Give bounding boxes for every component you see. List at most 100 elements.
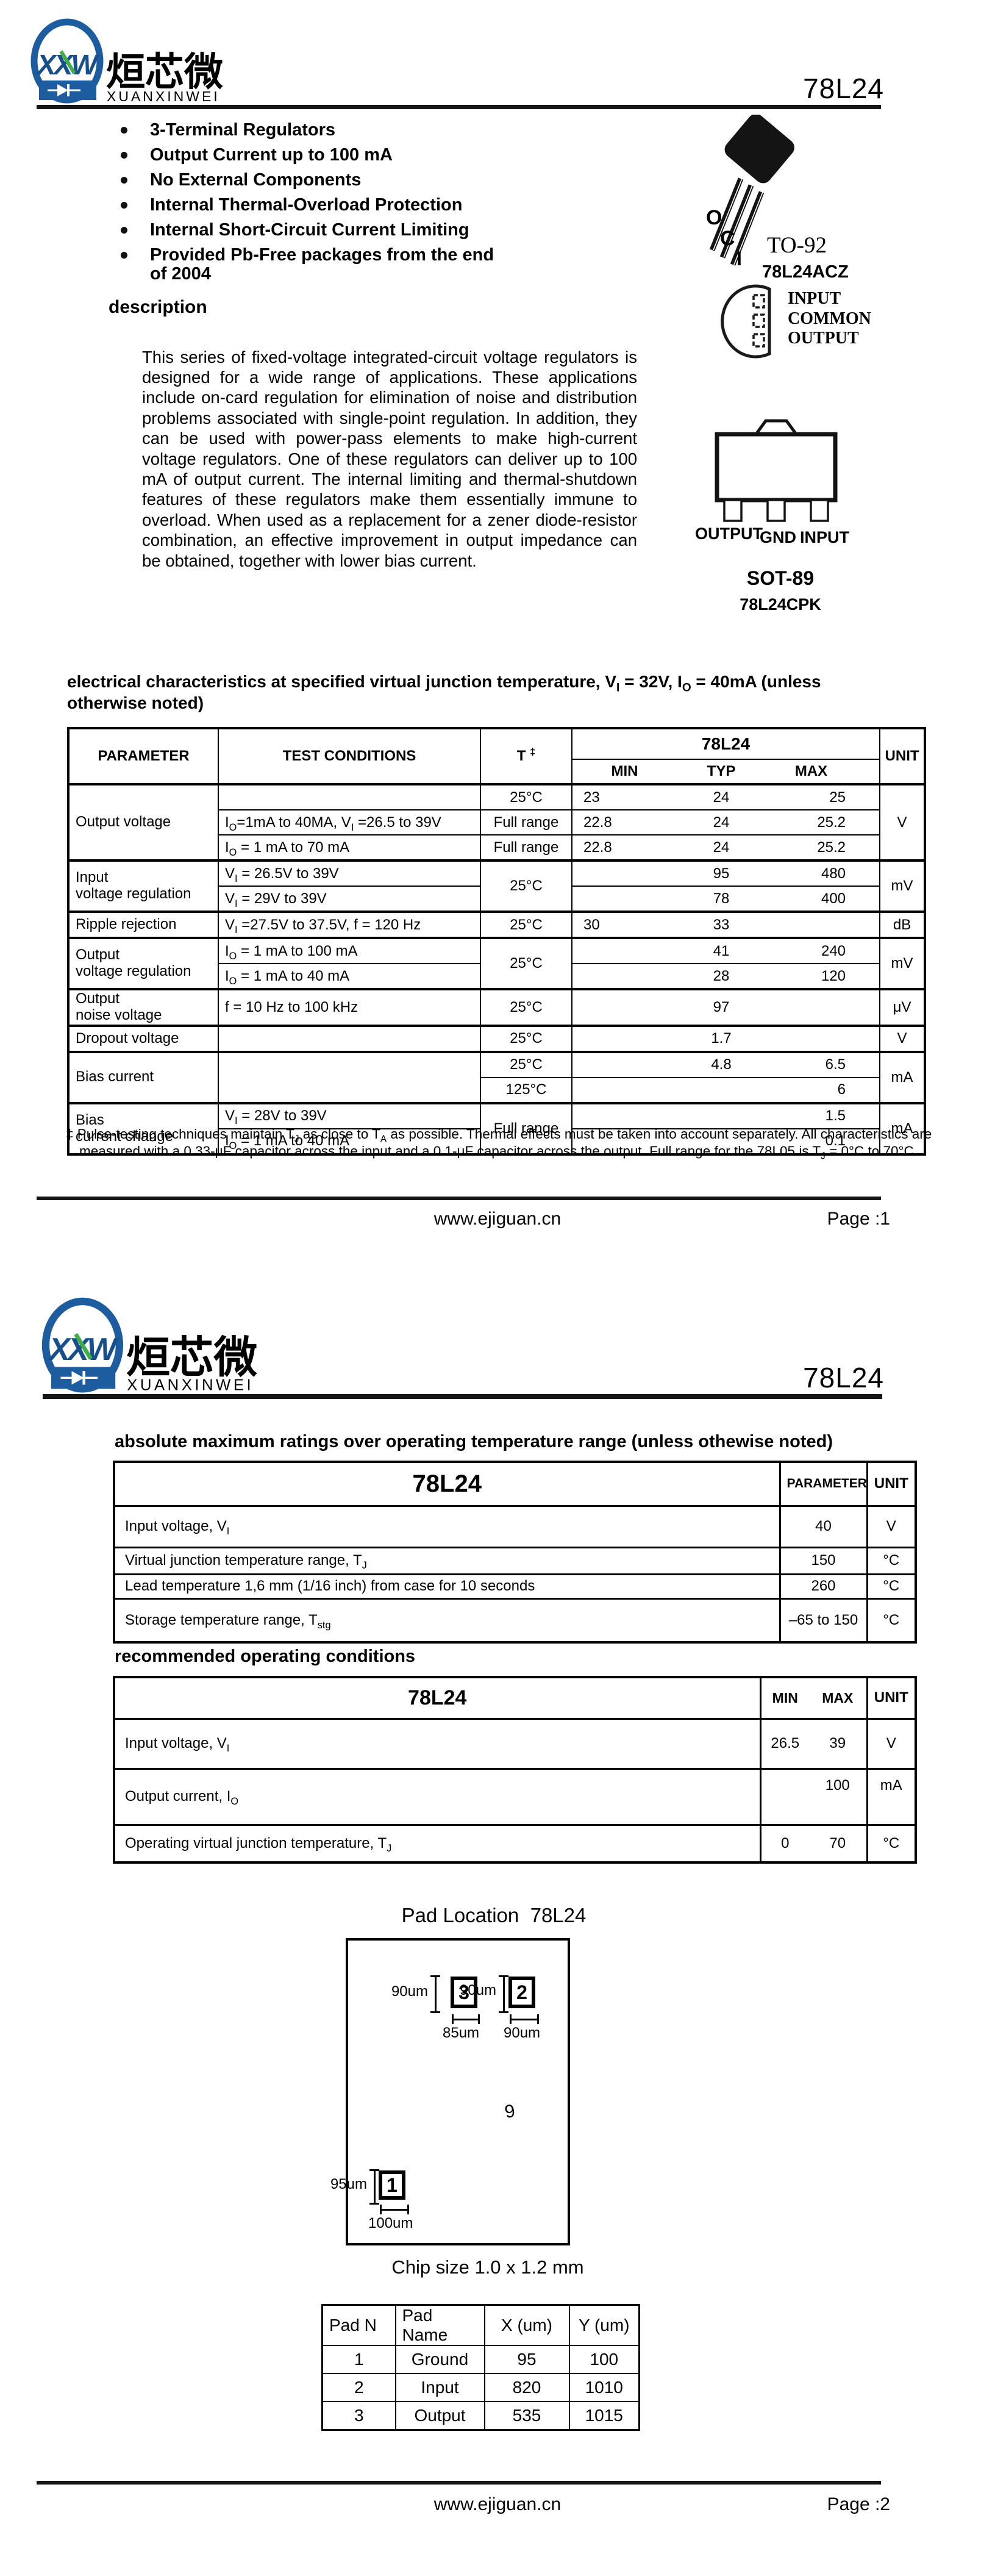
feature-label: 3-Terminal Regulators xyxy=(150,120,336,140)
param-cell: Output voltage xyxy=(68,783,219,861)
temp-cell: 125°C xyxy=(480,1076,572,1104)
param-cell: Dropout voltage xyxy=(68,1024,219,1053)
pad-col-header: Y (um) xyxy=(568,2304,640,2346)
rec-op-table: 78L24 MIN MAX UNIT Input voltage, VI 26.… xyxy=(113,1676,917,1864)
dimension-line xyxy=(380,2205,409,2214)
abs-unit-cell: °C xyxy=(866,1546,917,1575)
header-divider xyxy=(43,1394,882,1399)
temp-cell: 25°C xyxy=(480,1050,572,1078)
abs-unit-cell: °C xyxy=(866,1597,917,1644)
min-cell xyxy=(571,859,669,887)
pad-y-cell: 100 xyxy=(568,2345,640,2374)
rec-unit-cell: mA xyxy=(866,1767,917,1826)
rec-part-header: 78L24 xyxy=(113,1676,761,1720)
pad1-height-label: 95um xyxy=(330,2176,367,2192)
feature-item: 3-Terminal Regulators xyxy=(121,121,496,140)
cond-cell: VI = 29V to 39V xyxy=(218,886,481,912)
rec-min-cell xyxy=(759,1767,809,1826)
cond-cell xyxy=(218,1024,481,1053)
footer-page-number: Page :2 xyxy=(827,2494,890,2514)
col-typ-header: TYP xyxy=(669,759,773,785)
min-cell: 22.8 xyxy=(571,809,669,835)
abs-label-cell: Virtual junction temperature range, TJ xyxy=(113,1546,781,1575)
chip-size-caption: Chip size 1.0 x 1.2 mm xyxy=(391,2256,584,2278)
sot89-lead-label-input: INPUT xyxy=(800,528,849,546)
typ-cell: 97 xyxy=(669,988,773,1026)
rec-min-cell: 0 xyxy=(759,1823,809,1864)
cond-cell xyxy=(218,1050,481,1104)
table-row: 3 Output 535 1015 xyxy=(321,2401,640,2431)
temp-cell: 25°C xyxy=(480,911,572,939)
pad-y-cell: 1015 xyxy=(568,2401,640,2431)
to92-pin-label-i: I xyxy=(736,248,742,270)
footer-url: www.ejiguan.cn xyxy=(433,2494,562,2514)
rec-label-cell: Output current, IO xyxy=(113,1767,761,1826)
bullet-icon xyxy=(121,152,127,159)
bullet-icon xyxy=(121,177,127,184)
logo-cn-text: 烜芯微 xyxy=(106,50,223,94)
unit-cell: μV xyxy=(879,988,926,1026)
unit-cell: V xyxy=(879,783,926,861)
cond-cell: VI =27.5V to 37.5V, f = 120 Hz xyxy=(218,911,481,939)
abs-max-table: 78L24 PARAMETER UNIT Input voltage, VI 4… xyxy=(113,1461,917,1644)
table-row: 2 Input 820 1010 xyxy=(321,2373,640,2402)
header-divider xyxy=(37,105,881,109)
temp-cell: 25°C xyxy=(480,859,572,912)
max-cell: 25.2 xyxy=(773,834,881,861)
abs-unit-cell: V xyxy=(866,1504,917,1548)
description-paragraph: This series of fixed-voltage integrated-… xyxy=(142,347,637,570)
sot89-package-image xyxy=(715,419,838,522)
pad-name-cell: Output xyxy=(394,2401,485,2431)
pad-table: Pad N Pad Name X (um) Y (um) 1 Ground 95… xyxy=(321,2304,640,2431)
temp-cell: 25°C xyxy=(480,937,572,990)
elec-footnote: ‡ Pulse-testing techniques maintain TJ a… xyxy=(66,1126,932,1162)
bullet-icon xyxy=(121,252,127,259)
diode-icon xyxy=(60,1371,98,1385)
min-cell xyxy=(571,1024,669,1053)
footer-divider xyxy=(37,1197,881,1200)
cond-cell: f = 10 Hz to 100 kHz xyxy=(218,988,481,1026)
rec-unit-header: UNIT xyxy=(866,1676,917,1720)
pad-x-cell: 95 xyxy=(483,2345,570,2374)
sot89-device-name: 78L24CPK xyxy=(740,595,821,614)
temp-cell: Full range xyxy=(480,1101,572,1155)
logo-cn-text: 烜芯微 xyxy=(126,1333,257,1382)
rec-unit-cell: °C xyxy=(866,1823,917,1864)
typ-cell: 24 xyxy=(669,783,773,810)
table-row: 1 Ground 95 100 xyxy=(321,2345,640,2374)
footer-divider xyxy=(37,2481,881,2485)
max-cell: 240 xyxy=(773,937,881,964)
pad3-height-label: 90um xyxy=(391,1983,428,2000)
col-max-header: MAX xyxy=(773,759,881,785)
unit-cell: mV xyxy=(879,859,926,912)
brand-logo: XXW 烜芯微 XUANXINWEI xyxy=(41,1297,257,1394)
unit-cell: mV xyxy=(879,937,926,990)
to92-pinout-labels: INPUT COMMON OUTPUT xyxy=(788,289,871,349)
part-number: 78L24 xyxy=(803,73,884,104)
pad-col-header: X (um) xyxy=(483,2304,570,2346)
cond-cell: IO = 1 mA to 70 mA xyxy=(218,834,481,861)
footer-url: www.ejiguan.cn xyxy=(433,1209,562,1229)
param-cell: Ripple rejection xyxy=(68,911,219,939)
rec-label-cell: Input voltage, VI xyxy=(113,1717,761,1770)
pad-number-cell: 3 xyxy=(321,2401,396,2431)
typ-cell: 4.8 xyxy=(669,1050,773,1078)
typ-cell xyxy=(669,1128,773,1155)
cond-cell: VI = 26.5V to 39V xyxy=(218,859,481,887)
min-cell xyxy=(571,886,669,912)
rec-max-cell: 100 xyxy=(809,1767,868,1826)
max-cell: 0.1 xyxy=(773,1128,881,1155)
cond-cell: IO = 1 mA to 40 mA xyxy=(218,1128,481,1155)
col-conditions-header: TEST CONDITIONS xyxy=(218,728,481,785)
to92-package-name: TO-92 xyxy=(767,233,827,258)
dimension-line xyxy=(452,2014,480,2024)
col-temp-header: T ‡ xyxy=(480,728,572,785)
param-cell: Bias current xyxy=(68,1050,219,1104)
to92-pin-label-c: C xyxy=(720,227,735,250)
pinout-pad-icon xyxy=(752,294,765,309)
typ-cell: 33 xyxy=(669,911,773,939)
footer-page-number: Page :1 xyxy=(827,1209,890,1229)
typ-cell xyxy=(669,1076,773,1104)
max-cell: 25.2 xyxy=(773,809,881,835)
typ-cell: 24 xyxy=(669,809,773,835)
